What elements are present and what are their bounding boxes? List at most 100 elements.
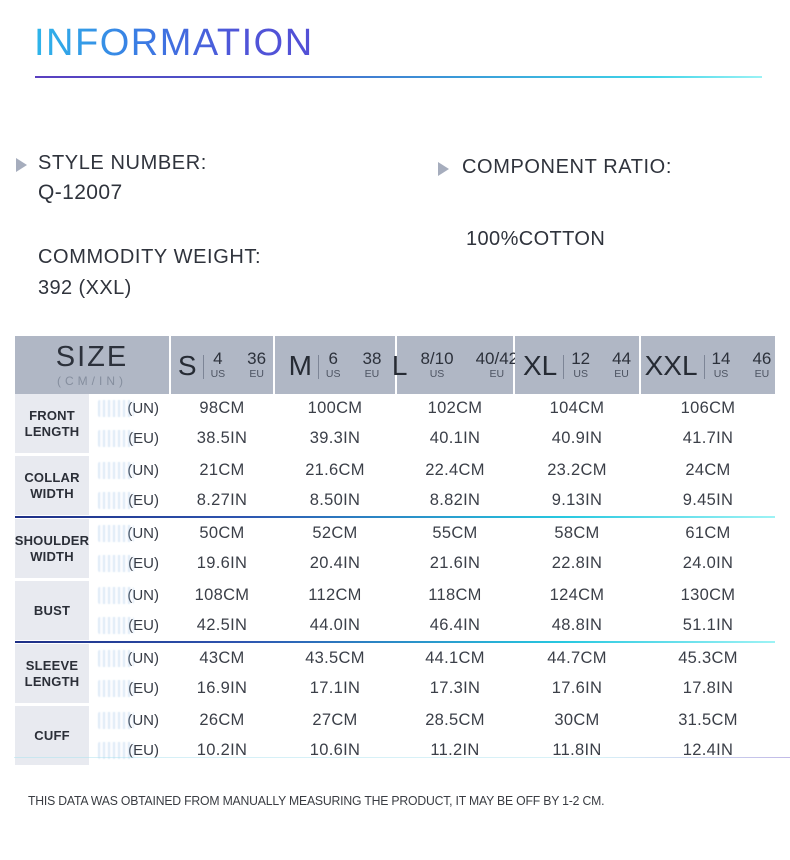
header-divider bbox=[703, 355, 705, 379]
measurement-row-group: SLEEVE LENGTH (UN) 43CM 43.5CM 44.1CM 44.7CM 4… bbox=[15, 644, 775, 703]
eu-sub-label-cell: (EU) bbox=[91, 736, 169, 765]
size-column-header-l: L 8/10 US 40/42 EU bbox=[392, 336, 518, 394]
commodity-weight-label: COMMODITY WEIGHT: bbox=[38, 246, 262, 268]
flag-watermark bbox=[98, 555, 134, 572]
commodity-weight-value: 392 (XXL) bbox=[38, 277, 132, 299]
measurement-value: 39.3IN bbox=[309, 429, 361, 447]
eu-sub-label: (EU) bbox=[128, 430, 159, 447]
header-divider bbox=[317, 355, 319, 379]
size-conversions: 14 US 46 EU bbox=[712, 350, 772, 380]
eu-size-number: 40/42 bbox=[475, 349, 519, 369]
measurement-row-group: CUFF (UN) 26CM 27CM 28.5CM 30CM 31.5CM (EU) 10.2… bbox=[15, 706, 775, 765]
measurement-value: 45.3CM bbox=[678, 649, 738, 667]
eu-size-number: 36 bbox=[247, 349, 267, 369]
size-table-header: SIZE (CM/IN) S 4 US 36 EU M 6 US 38 EU L 8/10 US 40/4… bbox=[15, 336, 775, 394]
eu-caption: EU bbox=[489, 367, 505, 380]
size-letter: L bbox=[391, 350, 408, 381]
size-letter: S bbox=[177, 350, 197, 381]
us-size-number: 14 bbox=[711, 349, 731, 369]
flag-watermark bbox=[98, 400, 134, 417]
eu-sub-label: (EU) bbox=[128, 492, 159, 509]
measurement-value: 12.4IN bbox=[682, 741, 734, 759]
size-unit-label: (CM/IN) bbox=[57, 373, 127, 388]
measurement-value: 40.1IN bbox=[429, 429, 481, 447]
measurement-value: 46.4IN bbox=[429, 616, 481, 634]
measurement-value: 102CM bbox=[427, 399, 483, 417]
size-column-header-s: S 4 US 36 EU bbox=[171, 336, 273, 394]
measurement-value: 61CM bbox=[685, 524, 731, 542]
measurement-value: 104CM bbox=[549, 399, 605, 417]
size-conversions: 12 US 44 EU bbox=[571, 350, 631, 380]
measurement-value: 98CM bbox=[199, 399, 245, 417]
flag-watermark bbox=[98, 680, 134, 697]
size-conversions: 8/10 US 40/42 EU bbox=[420, 350, 518, 380]
measurement-value: 106CM bbox=[680, 399, 736, 417]
measurement-value: 51.1IN bbox=[682, 616, 734, 634]
measurement-value: 16.9IN bbox=[196, 679, 248, 697]
measurement-value: 26CM bbox=[199, 711, 245, 729]
eu-sub-label: (EU) bbox=[128, 742, 159, 759]
eu-sub-label-cell: (EU) bbox=[91, 549, 169, 578]
size-table-body: FRONT LENGTH (UN) 98CM 100CM 102CM 104CM 106CM… bbox=[15, 394, 775, 765]
measurement-value: 10.2IN bbox=[196, 741, 248, 759]
un-sub-label: (UN) bbox=[127, 712, 159, 729]
measurement-value: 8.27IN bbox=[196, 491, 248, 509]
measurement-value: 52CM bbox=[312, 524, 358, 542]
un-sub-label-cell: (UN) bbox=[91, 394, 169, 423]
eu-sub-label: (EU) bbox=[128, 680, 159, 697]
eu-size-stack: 44 EU bbox=[612, 350, 631, 380]
us-caption: US bbox=[210, 367, 226, 380]
measurement-value: 10.6IN bbox=[309, 741, 361, 759]
measurement-value: 30CM bbox=[554, 711, 600, 729]
measurement-row-group: FRONT LENGTH (UN) 98CM 100CM 102CM 104CM 106CM… bbox=[15, 394, 775, 453]
measurement-value: 22.4CM bbox=[425, 461, 485, 479]
header-divider bbox=[563, 355, 565, 379]
measurement-value: 100CM bbox=[307, 399, 363, 417]
eu-size-number: 46 bbox=[752, 349, 772, 369]
measurement-value: 27CM bbox=[312, 711, 358, 729]
bottom-divider bbox=[14, 757, 790, 758]
size-label: SIZE bbox=[55, 341, 129, 374]
us-size-stack: 6 US bbox=[326, 350, 341, 380]
measurement-value: 19.6IN bbox=[196, 554, 248, 572]
gradient-separator bbox=[15, 641, 775, 643]
measurement-value: 9.13IN bbox=[551, 491, 603, 509]
us-size-stack: 12 US bbox=[571, 350, 590, 380]
flag-watermark bbox=[98, 742, 134, 759]
eu-sub-label: (EU) bbox=[128, 555, 159, 572]
row-label: COLLAR WIDTH bbox=[15, 456, 89, 515]
component-ratio-value: 100%COTTON bbox=[466, 228, 606, 250]
measurement-value: 17.3IN bbox=[429, 679, 481, 697]
component-ratio-label: COMPONENT RATIO: bbox=[462, 156, 672, 178]
row-label: FRONT LENGTH bbox=[15, 394, 89, 453]
flag-watermark bbox=[98, 462, 134, 479]
measurement-value: 43.5CM bbox=[305, 649, 365, 667]
measurement-value: 38.5IN bbox=[196, 429, 248, 447]
un-sub-label-cell: (UN) bbox=[91, 456, 169, 485]
measurement-value: 17.8IN bbox=[682, 679, 734, 697]
un-sub-label-cell: (UN) bbox=[91, 519, 169, 548]
size-letter: XL bbox=[522, 350, 558, 381]
eu-size-number: 38 bbox=[362, 349, 382, 369]
flag-watermark bbox=[98, 712, 134, 729]
measurement-value: 24.0IN bbox=[682, 554, 734, 572]
row-label: SHOULDER WIDTH bbox=[15, 519, 89, 578]
measurement-value: 58CM bbox=[554, 524, 600, 542]
size-letter: XXL bbox=[644, 350, 698, 381]
eu-caption: EU bbox=[614, 367, 629, 380]
un-sub-label-cell: (UN) bbox=[91, 706, 169, 735]
eu-sub-label-cell: (EU) bbox=[91, 611, 169, 640]
us-size-number: 8/10 bbox=[420, 349, 454, 369]
style-number-label: STYLE NUMBER: bbox=[38, 152, 207, 174]
flag-watermark bbox=[98, 650, 134, 667]
measurement-value: 21.6CM bbox=[305, 461, 365, 479]
measurement-value: 42.5IN bbox=[196, 616, 248, 634]
measurement-value: 48.8IN bbox=[551, 616, 603, 634]
size-column-header-xl: XL 12 US 44 EU bbox=[515, 336, 639, 394]
measurement-value: 112CM bbox=[308, 586, 362, 604]
measurement-value: 50CM bbox=[199, 524, 245, 542]
measurement-value: 118CM bbox=[428, 586, 482, 604]
eu-caption: EU bbox=[364, 367, 380, 380]
measurement-value: 108CM bbox=[194, 586, 250, 604]
size-column-header-m: M 6 US 38 EU bbox=[275, 336, 395, 394]
